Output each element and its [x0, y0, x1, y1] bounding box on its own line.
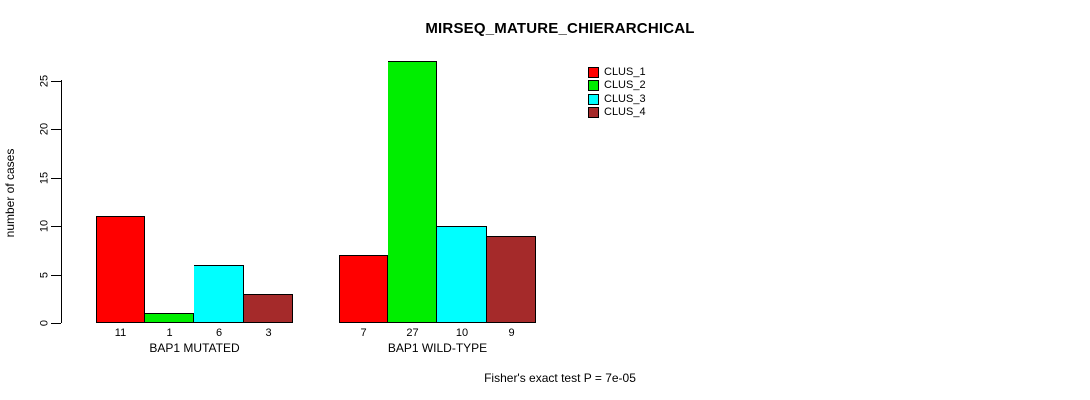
bar-clus_4-group1: [244, 294, 293, 323]
bar-value-label: 6: [215, 327, 223, 339]
bar-value-label: 3: [265, 327, 272, 339]
bar-clus_2-group2: [388, 61, 437, 323]
legend-label: CLUS_1: [604, 66, 646, 78]
bar-value-label: 9: [508, 327, 515, 339]
legend-label: CLUS_4: [604, 106, 646, 118]
bar-clus_3-group1: [194, 265, 244, 323]
legend-item-clus_3: CLUS_3: [588, 93, 646, 106]
bar-value-label: 1: [166, 327, 173, 339]
y-tick-label: 0: [38, 319, 51, 327]
bar-clus_3-group2: [437, 226, 487, 323]
bar-value-label: 7: [360, 327, 367, 339]
legend-swatch-clus_1: [588, 67, 599, 78]
bar-clus_4-group2: [487, 236, 536, 323]
legend-item-clus_2: CLUS_2: [588, 79, 646, 92]
legend-label: CLUS_2: [604, 79, 646, 91]
bar-clus_2-group1: [145, 313, 194, 323]
y-tick-mark: [51, 81, 61, 82]
legend-swatch-clus_2: [588, 80, 599, 91]
y-tick-label: 5: [38, 271, 51, 279]
y-axis-label: number of cases: [3, 148, 17, 238]
group-label-bap1-mutated: BAP1 MUTATED: [149, 341, 240, 355]
legend-swatch-clus_4: [588, 107, 599, 118]
y-tick-label: 25: [38, 74, 51, 88]
y-tick-label: 20: [38, 122, 51, 136]
group-label-bap1-wild-type: BAP1 WILD-TYPE: [387, 341, 488, 355]
footnote: Fisher's exact test P = 7e-05: [484, 371, 636, 385]
bar-clus_1-group1: [96, 216, 145, 323]
y-axis-line: [61, 80, 62, 323]
y-tick-mark: [51, 178, 61, 179]
legend-swatch-clus_3: [588, 94, 599, 105]
bar-value-label: 27: [406, 327, 419, 339]
bar-value-label: 10: [455, 327, 469, 339]
y-tick-mark: [51, 226, 61, 227]
legend-item-clus_4: CLUS_4: [588, 106, 646, 119]
chart-title: MIRSEQ_MATURE_CHIERARCHICAL: [425, 20, 695, 37]
bar-clus_1-group2: [339, 255, 388, 323]
legend-item-clus_1: CLUS_1: [588, 66, 646, 79]
legend-label: CLUS_3: [604, 93, 646, 105]
y-tick-mark: [51, 323, 61, 324]
y-tick-mark: [51, 129, 61, 130]
y-tick-label: 15: [38, 171, 51, 185]
y-tick-mark: [51, 275, 61, 276]
y-tick-label: 10: [38, 219, 51, 233]
bar-value-label: 11: [114, 327, 127, 339]
